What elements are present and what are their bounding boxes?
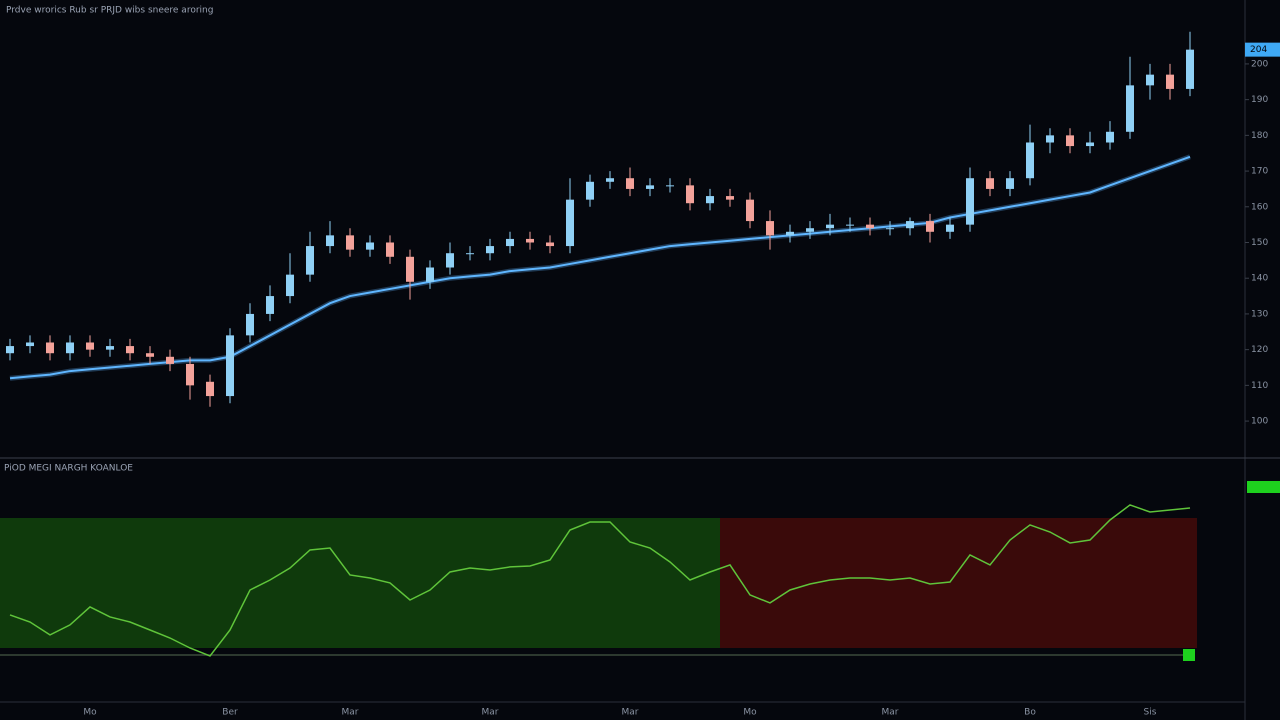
y-tick-label: 150 <box>1251 238 1268 248</box>
bear-zone <box>720 518 1197 648</box>
candle-body <box>66 342 74 354</box>
candle-body <box>706 196 714 204</box>
candle-body <box>106 346 114 350</box>
y-tick-label: 160 <box>1251 202 1268 212</box>
candle-body <box>1166 74 1174 89</box>
candle-body <box>506 238 514 247</box>
candle-body <box>1086 142 1094 147</box>
x-tick-label: Mo <box>743 708 757 718</box>
candle-body <box>846 224 854 226</box>
signal-marker <box>1183 649 1195 661</box>
candle-body <box>466 253 474 255</box>
candle-body <box>826 224 834 229</box>
candle-body <box>26 342 34 347</box>
y-tick-label: 200 <box>1251 59 1268 69</box>
candle-body <box>886 228 894 230</box>
candle-body <box>1126 85 1134 132</box>
oscillator-tag <box>1247 481 1280 493</box>
candle-body <box>266 296 274 314</box>
bull-zone <box>0 518 720 648</box>
candle-body <box>526 238 534 243</box>
x-tick-label: Sis <box>1144 708 1157 718</box>
candle-body <box>46 342 54 354</box>
y-tick-label: 190 <box>1251 95 1268 105</box>
candle-body <box>1186 49 1194 89</box>
candle-body <box>946 224 954 232</box>
candle-body <box>906 221 914 229</box>
candle-body <box>646 185 654 189</box>
candle-body <box>246 313 254 336</box>
candle-body <box>666 185 674 187</box>
candle-body <box>546 242 554 247</box>
y-tick-label: 100 <box>1251 417 1268 427</box>
x-tick-label: Mo <box>83 708 97 718</box>
y-tick-label: 130 <box>1251 309 1268 319</box>
x-tick-label: Mar <box>342 708 359 718</box>
candle-body <box>726 196 734 200</box>
y-tick-label: 110 <box>1251 381 1268 391</box>
oscillator-line <box>9 504 1191 657</box>
candle-body <box>1006 178 1014 189</box>
x-tick-label: Ber <box>222 708 238 718</box>
candle-body <box>6 346 14 354</box>
candle-body <box>366 242 374 250</box>
candle-body <box>1146 74 1154 86</box>
candle-body <box>966 178 974 225</box>
candle-body <box>286 274 294 297</box>
candle-body <box>566 199 574 247</box>
candle-body <box>866 224 874 229</box>
candle-body <box>766 221 774 236</box>
last-price-tag <box>1245 42 1280 57</box>
candle-body <box>146 353 154 357</box>
x-tick-label: Mar <box>622 708 639 718</box>
candle-body <box>686 185 694 204</box>
candle-body <box>386 242 394 257</box>
x-tick-label: Mar <box>882 708 899 718</box>
candle-body <box>326 235 334 247</box>
x-tick-label: Mar <box>482 708 499 718</box>
moving-average <box>9 155 1191 380</box>
last-price-label: 204 <box>1250 45 1267 55</box>
candle-body <box>166 356 174 364</box>
candle-body <box>186 363 194 386</box>
candle-body <box>1026 142 1034 179</box>
candle-body <box>926 221 934 232</box>
candle-body <box>746 199 754 222</box>
candle-body <box>406 256 414 282</box>
candle-body <box>806 228 814 232</box>
candle-body <box>586 181 594 200</box>
candle-body <box>1066 135 1074 147</box>
candle-body <box>446 253 454 268</box>
candle-body <box>1046 135 1054 143</box>
candle-body <box>86 342 94 350</box>
oscillator-title: PiOD MEGI NARGH KOANLOE <box>4 464 133 474</box>
candle-body <box>306 246 314 275</box>
candle-body <box>626 178 634 189</box>
y-tick-label: 180 <box>1251 131 1268 141</box>
candle-body <box>426 267 434 282</box>
candle-body <box>126 346 134 354</box>
candle-body <box>486 246 494 254</box>
candle-body <box>786 231 794 236</box>
candle-body <box>226 335 234 397</box>
candle-body <box>606 178 614 182</box>
candle-body <box>346 235 354 250</box>
y-tick-label: 170 <box>1251 167 1268 177</box>
candle-body <box>1106 131 1114 143</box>
y-tick-label: 120 <box>1251 345 1268 355</box>
x-tick-label: Bo <box>1024 708 1036 718</box>
y-tick-label: 140 <box>1251 274 1268 284</box>
candle-body <box>986 178 994 189</box>
chart-title: Prdve wrorics Rub sr PRJD wibs sneere ar… <box>6 6 213 16</box>
candle-body <box>206 381 214 397</box>
